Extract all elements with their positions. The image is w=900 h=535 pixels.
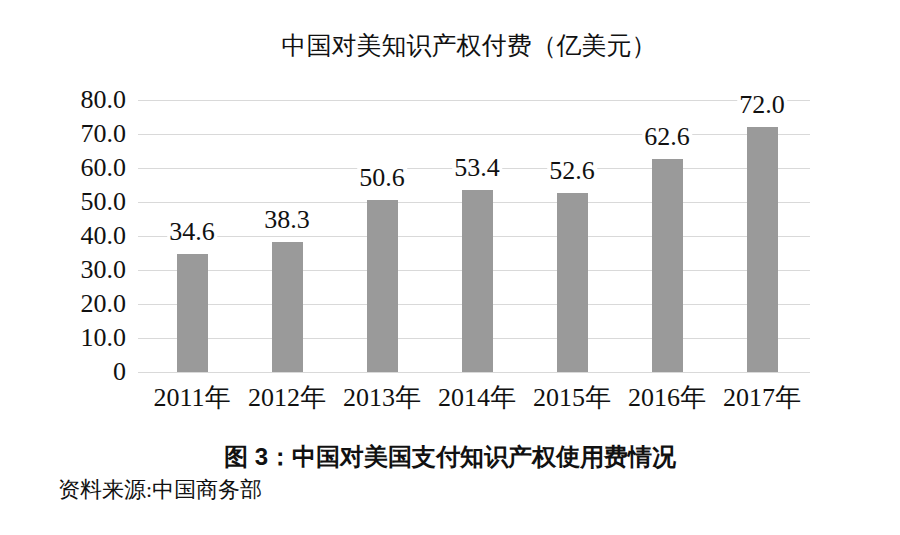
y-tick-label: 40.0 bbox=[40, 223, 126, 249]
bar-value-label: 53.4 bbox=[452, 154, 502, 182]
figure-page: 中国对美知识产权付费（亿美元） 80.0 70.0 60.0 50.0 40.0 30.0… bbox=[0, 0, 900, 535]
bar-2011年 bbox=[177, 254, 208, 372]
x-tick-label: 2017年 bbox=[723, 383, 801, 413]
bar-2014年 bbox=[462, 190, 493, 372]
y-tick-label: 60.0 bbox=[40, 155, 126, 181]
bar-value-label: 38.3 bbox=[262, 206, 312, 234]
y-tick-label: 80.0 bbox=[40, 87, 126, 113]
bar-value-label: 34.6 bbox=[167, 218, 217, 246]
bar-value-label: 52.6 bbox=[547, 157, 597, 185]
x-tick-label: 2011年 bbox=[153, 383, 230, 413]
gridline bbox=[138, 372, 810, 373]
x-tick-label: 2012年 bbox=[248, 383, 326, 413]
y-tick-label: 50.0 bbox=[40, 189, 126, 215]
bar-value-label: 62.6 bbox=[642, 123, 692, 151]
bar-value-label: 50.6 bbox=[357, 164, 407, 192]
x-tick-label: 2013年 bbox=[343, 383, 421, 413]
y-tick-label: 20.0 bbox=[40, 291, 126, 317]
y-tick-label: 70.0 bbox=[40, 121, 126, 147]
x-tick-label: 2016年 bbox=[628, 383, 706, 413]
bar-2016年 bbox=[652, 159, 683, 372]
figure-caption: 图 3：中国对美国支付知识产权使用费情况 bbox=[0, 442, 900, 471]
gridline bbox=[138, 134, 810, 135]
bar-2017年 bbox=[747, 127, 778, 372]
x-tick-label: 2015年 bbox=[533, 383, 611, 413]
plot-area bbox=[138, 100, 810, 372]
chart-title: 中国对美知识产权付费（亿美元） bbox=[134, 31, 804, 61]
x-tick-label: 2014年 bbox=[438, 383, 516, 413]
gridline bbox=[138, 100, 810, 101]
bar-value-label: 72.0 bbox=[737, 91, 787, 119]
bar-2012年 bbox=[272, 242, 303, 372]
y-tick-label: 0 bbox=[40, 359, 126, 385]
y-tick-label: 10.0 bbox=[40, 325, 126, 351]
source-note: 资料来源:中国商务部 bbox=[58, 477, 262, 503]
bar-2013年 bbox=[367, 200, 398, 372]
y-tick-label: 30.0 bbox=[40, 257, 126, 283]
bar-2015年 bbox=[557, 193, 588, 372]
